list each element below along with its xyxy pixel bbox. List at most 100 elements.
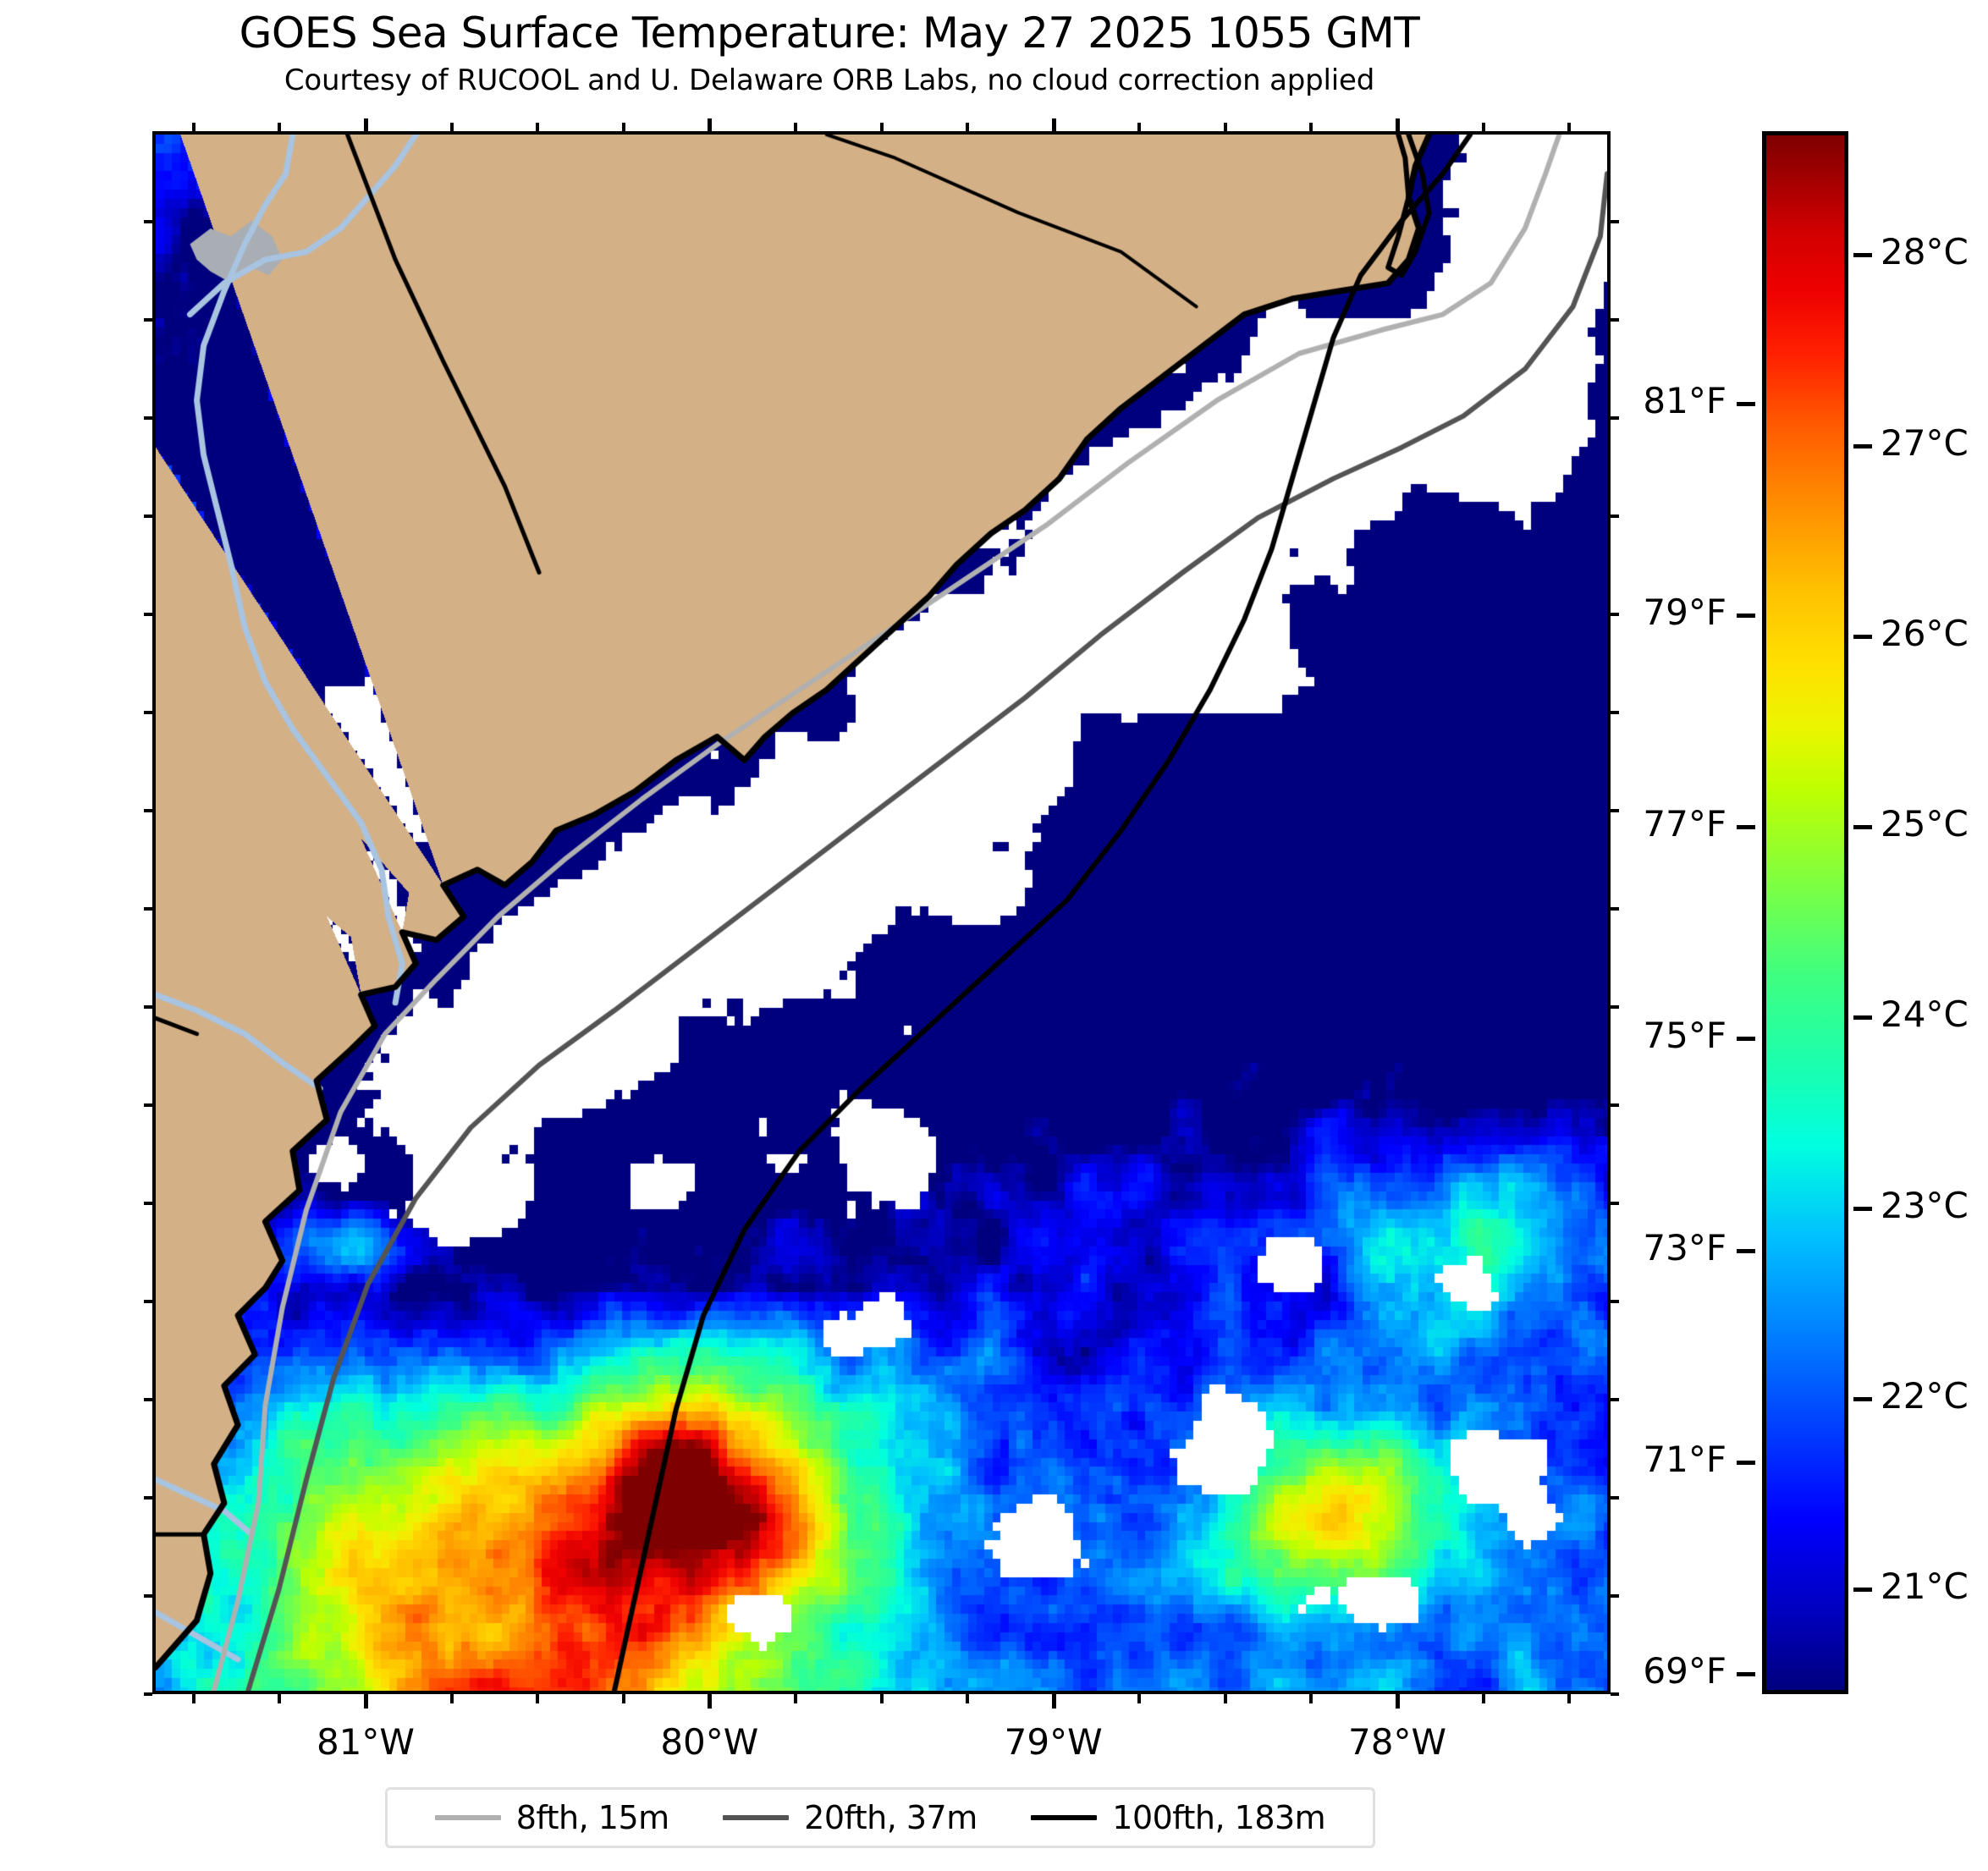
colorbar-tick-f: [1737, 825, 1755, 830]
colorbar-label-f: 73°F: [1643, 1226, 1726, 1268]
sst-map[interactable]: [152, 131, 1611, 1694]
lat-tick: [144, 1692, 152, 1696]
colorbar-label-c: 25°C: [1881, 803, 1969, 845]
lon-tick: [363, 1694, 368, 1709]
lon-tick: [793, 1694, 797, 1703]
colorbar-tick-c: [1853, 1206, 1872, 1211]
lat-tick: [144, 906, 152, 911]
lon-tick-top: [1396, 118, 1401, 132]
colorbar[interactable]: [1762, 131, 1848, 1694]
legend-label-8fth: 8fth, 15m: [515, 1799, 669, 1836]
lat-tick: [144, 219, 152, 223]
lat-tick: [144, 808, 152, 812]
lon-tick-top: [363, 118, 368, 132]
lon-tick-top: [1481, 123, 1485, 132]
colorbar-tick-c: [1853, 634, 1872, 639]
lat-tick-right: [1611, 808, 1619, 812]
lon-tick: [449, 1694, 454, 1703]
legend-label-20fth: 20fth, 37m: [804, 1799, 977, 1836]
lon-tick-top: [793, 123, 797, 132]
colorbar-tick-f: [1737, 613, 1755, 618]
lon-label: 80°W: [660, 1721, 759, 1763]
line-swatch-8fth: [434, 1815, 501, 1820]
bathymetry-legend: 8fth, 15m 20fth, 37m 100fth, 183m: [385, 1787, 1375, 1848]
colorbar-tick-c: [1853, 1588, 1872, 1593]
lon-tick: [278, 1694, 282, 1703]
lon-tick-top: [708, 118, 713, 132]
colorbar-tick-c: [1853, 825, 1872, 830]
colorbar-label-f: 79°F: [1643, 591, 1726, 633]
colorbar-label-f: 81°F: [1643, 379, 1726, 421]
lat-tick-right: [1611, 219, 1619, 223]
lon-tick-top: [536, 123, 540, 132]
page-title: GOES Sea Surface Temperature: May 27 202…: [239, 8, 1420, 58]
lat-tick-right: [1611, 1397, 1619, 1401]
lat-tick-right: [1611, 710, 1619, 714]
colorbar-tick-c: [1853, 1015, 1872, 1021]
lat-tick-right: [1611, 1692, 1619, 1696]
lat-tick-right: [1611, 317, 1619, 322]
legend-item-100fth[interactable]: 100fth, 183m: [1031, 1799, 1326, 1836]
lon-tick: [1567, 1694, 1572, 1703]
lon-tick-top: [1051, 118, 1056, 132]
lat-tick: [144, 1103, 152, 1107]
colorbar-tick-c: [1853, 1396, 1872, 1401]
colorbar-tick-f: [1737, 401, 1755, 406]
lon-tick: [191, 1694, 195, 1703]
colorbar-label-c: 21°C: [1881, 1566, 1969, 1608]
lat-tick-right: [1611, 1103, 1619, 1107]
lon-tick-top: [1137, 123, 1142, 132]
legend-item-20fth[interactable]: 20fth, 37m: [723, 1799, 977, 1836]
lat-tick-right: [1611, 514, 1619, 518]
lat-tick: [144, 317, 152, 322]
lat-tick-right: [1611, 1495, 1619, 1500]
colorbar-label-c: 22°C: [1881, 1374, 1969, 1417]
lat-tick: [144, 1397, 152, 1401]
lat-tick-right: [1611, 1201, 1619, 1205]
lat-tick-right: [1611, 906, 1619, 911]
lat-tick: [144, 1593, 152, 1598]
colorbar-tick-f: [1737, 1460, 1755, 1465]
lat-tick-right: [1611, 1004, 1619, 1009]
lon-tick: [536, 1694, 540, 1703]
lon-label: 81°W: [316, 1721, 415, 1763]
colorbar-tick-c: [1853, 443, 1872, 448]
lon-label: 78°W: [1348, 1721, 1447, 1763]
sst-raster: [156, 135, 1607, 1691]
lon-tick-top: [879, 123, 884, 132]
page-subtitle: Courtesy of RUCOOL and U. Delaware ORB L…: [284, 63, 1375, 97]
lon-tick: [621, 1694, 625, 1703]
lon-tick-top: [278, 123, 282, 132]
colorbar-label-f: 69°F: [1643, 1650, 1726, 1692]
lat-tick: [144, 415, 152, 420]
colorbar-label-f: 71°F: [1643, 1438, 1726, 1480]
lon-tick: [1481, 1694, 1485, 1703]
legend-label-100fth: 100fth, 183m: [1112, 1799, 1326, 1836]
line-swatch-20fth: [723, 1815, 790, 1820]
lat-tick: [144, 1004, 152, 1009]
lon-label: 79°W: [1004, 1721, 1103, 1763]
colorbar-label-c: 23°C: [1881, 1184, 1969, 1226]
colorbar-tick-c: [1853, 253, 1872, 258]
lat-tick-right: [1611, 415, 1619, 420]
colorbar-tick-f: [1737, 1248, 1755, 1253]
legend-item-8fth[interactable]: 8fth, 15m: [434, 1799, 669, 1836]
lat-tick-right: [1611, 1593, 1619, 1598]
colorbar-label-c: 24°C: [1881, 993, 1969, 1036]
lon-tick: [708, 1694, 713, 1709]
lat-tick: [144, 1299, 152, 1303]
lat-tick-right: [1611, 612, 1619, 616]
lon-tick: [966, 1694, 970, 1703]
lon-tick: [1309, 1694, 1313, 1703]
line-swatch-100fth: [1031, 1815, 1098, 1820]
colorbar-label-c: 28°C: [1881, 231, 1969, 273]
colorbar-label-c: 26°C: [1881, 612, 1969, 654]
lon-tick: [879, 1694, 884, 1703]
lon-tick-top: [1309, 123, 1313, 132]
lat-tick: [144, 1495, 152, 1500]
lon-tick-top: [1223, 123, 1227, 132]
lon-tick: [1396, 1694, 1401, 1709]
colorbar-label-f: 75°F: [1643, 1015, 1726, 1057]
lon-tick-top: [449, 123, 454, 132]
lon-tick: [1137, 1694, 1142, 1703]
